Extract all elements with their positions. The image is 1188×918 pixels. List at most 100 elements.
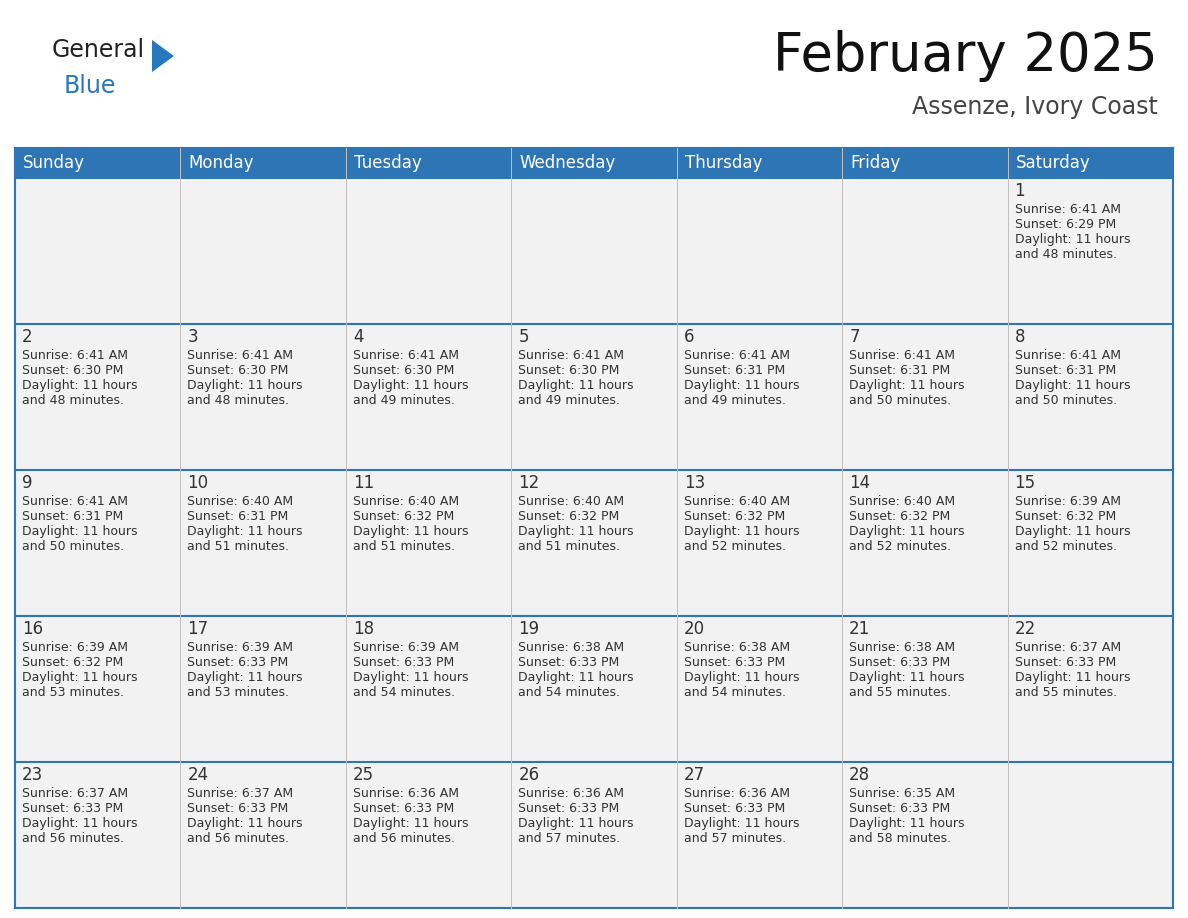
Text: Daylight: 11 hours: Daylight: 11 hours [849, 817, 965, 830]
Text: Daylight: 11 hours: Daylight: 11 hours [188, 379, 303, 392]
Text: General: General [52, 38, 145, 62]
Text: Daylight: 11 hours: Daylight: 11 hours [188, 671, 303, 684]
Text: Sunrise: 6:41 AM: Sunrise: 6:41 AM [23, 349, 128, 362]
Text: Sunrise: 6:39 AM: Sunrise: 6:39 AM [1015, 495, 1120, 508]
Text: and 51 minutes.: and 51 minutes. [518, 540, 620, 553]
Text: 5: 5 [518, 328, 529, 346]
Text: Daylight: 11 hours: Daylight: 11 hours [1015, 233, 1130, 246]
Text: 11: 11 [353, 474, 374, 492]
Text: and 49 minutes.: and 49 minutes. [684, 394, 785, 407]
Bar [511, 470, 677, 616]
Text: Sunrise: 6:37 AM: Sunrise: 6:37 AM [23, 787, 128, 800]
Text: and 56 minutes.: and 56 minutes. [353, 832, 455, 845]
Text: Sunrise: 6:41 AM: Sunrise: 6:41 AM [518, 349, 624, 362]
Text: Sunrise: 6:40 AM: Sunrise: 6:40 AM [684, 495, 790, 508]
Text: Daylight: 11 hours: Daylight: 11 hours [684, 817, 800, 830]
Text: Sunset: 6:30 PM: Sunset: 6:30 PM [188, 364, 289, 377]
Text: Daylight: 11 hours: Daylight: 11 hours [353, 525, 468, 538]
Bar [842, 470, 1007, 616]
Text: Daylight: 11 hours: Daylight: 11 hours [518, 817, 633, 830]
Bar [511, 178, 677, 324]
Text: 21: 21 [849, 620, 871, 638]
Text: 10: 10 [188, 474, 209, 492]
Text: Sunset: 6:32 PM: Sunset: 6:32 PM [1015, 510, 1116, 523]
Bar [1007, 178, 1173, 324]
Text: Blue: Blue [64, 74, 116, 98]
Text: Sunset: 6:30 PM: Sunset: 6:30 PM [518, 364, 620, 377]
Text: Daylight: 11 hours: Daylight: 11 hours [23, 379, 138, 392]
Text: 16: 16 [23, 620, 43, 638]
Text: Sunrise: 6:36 AM: Sunrise: 6:36 AM [353, 787, 459, 800]
Text: Sunrise: 6:41 AM: Sunrise: 6:41 AM [23, 495, 128, 508]
Text: Daylight: 11 hours: Daylight: 11 hours [188, 525, 303, 538]
Text: Sunrise: 6:38 AM: Sunrise: 6:38 AM [518, 641, 625, 654]
Text: 26: 26 [518, 766, 539, 784]
Text: and 48 minutes.: and 48 minutes. [1015, 248, 1117, 261]
Text: and 52 minutes.: and 52 minutes. [1015, 540, 1117, 553]
Text: Sunrise: 6:37 AM: Sunrise: 6:37 AM [188, 787, 293, 800]
Text: Daylight: 11 hours: Daylight: 11 hours [23, 671, 138, 684]
Text: 20: 20 [684, 620, 704, 638]
Text: and 51 minutes.: and 51 minutes. [353, 540, 455, 553]
Bar [1007, 616, 1173, 762]
Text: Sunset: 6:33 PM: Sunset: 6:33 PM [188, 802, 289, 815]
Bar [346, 178, 511, 324]
Text: and 54 minutes.: and 54 minutes. [518, 686, 620, 699]
Text: Sunset: 6:31 PM: Sunset: 6:31 PM [188, 510, 289, 523]
Text: and 56 minutes.: and 56 minutes. [23, 832, 124, 845]
Text: Sunset: 6:33 PM: Sunset: 6:33 PM [188, 656, 289, 669]
Text: Sunset: 6:32 PM: Sunset: 6:32 PM [849, 510, 950, 523]
Bar [346, 616, 511, 762]
Text: Daylight: 11 hours: Daylight: 11 hours [23, 525, 138, 538]
Text: and 54 minutes.: and 54 minutes. [684, 686, 785, 699]
Text: 22: 22 [1015, 620, 1036, 638]
Text: Sunset: 6:29 PM: Sunset: 6:29 PM [1015, 218, 1116, 231]
Text: 12: 12 [518, 474, 539, 492]
Bar [181, 616, 346, 762]
Text: and 52 minutes.: and 52 minutes. [849, 540, 952, 553]
Bar [511, 762, 677, 908]
Text: Sunrise: 6:41 AM: Sunrise: 6:41 AM [188, 349, 293, 362]
Text: Sunrise: 6:35 AM: Sunrise: 6:35 AM [849, 787, 955, 800]
Text: and 56 minutes.: and 56 minutes. [188, 832, 290, 845]
Bar [15, 148, 181, 178]
Text: 7: 7 [849, 328, 860, 346]
Bar [511, 616, 677, 762]
Text: Sunday: Sunday [23, 154, 86, 172]
Text: Sunset: 6:32 PM: Sunset: 6:32 PM [353, 510, 454, 523]
Bar [15, 762, 181, 908]
Text: Sunrise: 6:41 AM: Sunrise: 6:41 AM [849, 349, 955, 362]
Bar [511, 324, 677, 470]
Text: Sunrise: 6:37 AM: Sunrise: 6:37 AM [1015, 641, 1120, 654]
Bar [15, 324, 181, 470]
Text: and 53 minutes.: and 53 minutes. [188, 686, 290, 699]
Text: Daylight: 11 hours: Daylight: 11 hours [518, 525, 633, 538]
Text: and 51 minutes.: and 51 minutes. [188, 540, 290, 553]
Text: Sunrise: 6:38 AM: Sunrise: 6:38 AM [684, 641, 790, 654]
Text: Daylight: 11 hours: Daylight: 11 hours [353, 817, 468, 830]
Text: Sunset: 6:31 PM: Sunset: 6:31 PM [23, 510, 124, 523]
Text: 9: 9 [23, 474, 32, 492]
Bar [511, 148, 677, 178]
Text: and 48 minutes.: and 48 minutes. [188, 394, 290, 407]
Text: Sunset: 6:33 PM: Sunset: 6:33 PM [23, 802, 124, 815]
Text: Sunset: 6:32 PM: Sunset: 6:32 PM [518, 510, 619, 523]
Text: Daylight: 11 hours: Daylight: 11 hours [1015, 379, 1130, 392]
Bar [677, 148, 842, 178]
Text: Sunrise: 6:41 AM: Sunrise: 6:41 AM [1015, 203, 1120, 216]
Bar [181, 178, 346, 324]
Bar [1007, 324, 1173, 470]
Text: 6: 6 [684, 328, 694, 346]
Text: Sunrise: 6:41 AM: Sunrise: 6:41 AM [684, 349, 790, 362]
Text: Wednesday: Wednesday [519, 154, 615, 172]
Text: Sunrise: 6:36 AM: Sunrise: 6:36 AM [518, 787, 624, 800]
Text: 4: 4 [353, 328, 364, 346]
Text: Saturday: Saturday [1016, 154, 1091, 172]
Text: 25: 25 [353, 766, 374, 784]
Text: 27: 27 [684, 766, 704, 784]
Bar [346, 148, 511, 178]
Text: 14: 14 [849, 474, 871, 492]
Text: Sunrise: 6:36 AM: Sunrise: 6:36 AM [684, 787, 790, 800]
Bar [677, 178, 842, 324]
Text: Daylight: 11 hours: Daylight: 11 hours [353, 671, 468, 684]
